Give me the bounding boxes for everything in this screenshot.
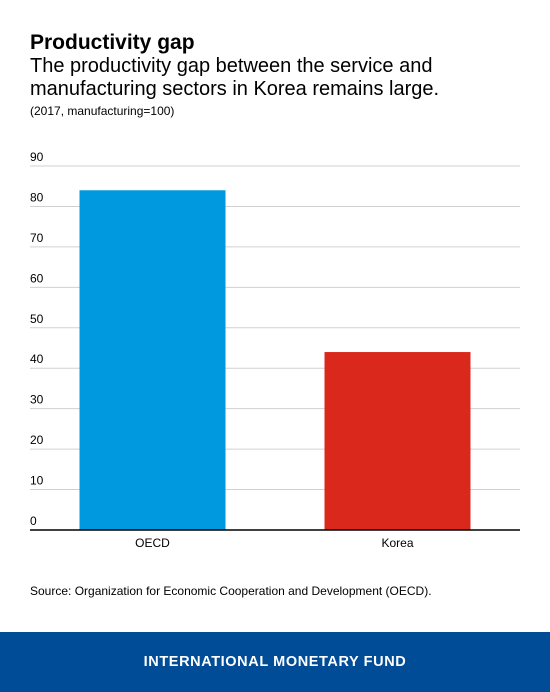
bar-korea: [324, 352, 471, 530]
y-tick-label: 30: [30, 393, 44, 407]
y-tick-label: 10: [30, 474, 44, 488]
bar-oecd: [79, 190, 226, 530]
chart-title: Productivity gap: [30, 31, 195, 54]
imf-footer-banner: INTERNATIONAL MONETARY FUND: [0, 632, 550, 692]
y-tick-label: 50: [30, 312, 44, 326]
bar-chart: 0 10 20 30 40 50 60 70 80 90 OECD Korea: [30, 150, 520, 550]
chart-subtitle: The productivity gap between the service…: [30, 55, 440, 100]
y-tick-label: 80: [30, 190, 44, 204]
imf-wordmark: INTERNATIONAL MONETARY FUND: [143, 654, 407, 670]
chart-note: (2017, manufacturing=100): [30, 104, 175, 118]
y-tick-label: 0: [30, 514, 37, 528]
y-tick-label: 70: [30, 231, 44, 245]
y-tick-label: 20: [30, 433, 44, 447]
x-tick-label: OECD: [135, 536, 170, 550]
y-tick-label: 60: [30, 271, 44, 285]
source-note: Source: Organization for Economic Cooper…: [30, 584, 432, 598]
y-tick-label: 40: [30, 352, 44, 366]
x-tick-label: Korea: [381, 536, 413, 550]
y-tick-label: 90: [30, 150, 44, 164]
